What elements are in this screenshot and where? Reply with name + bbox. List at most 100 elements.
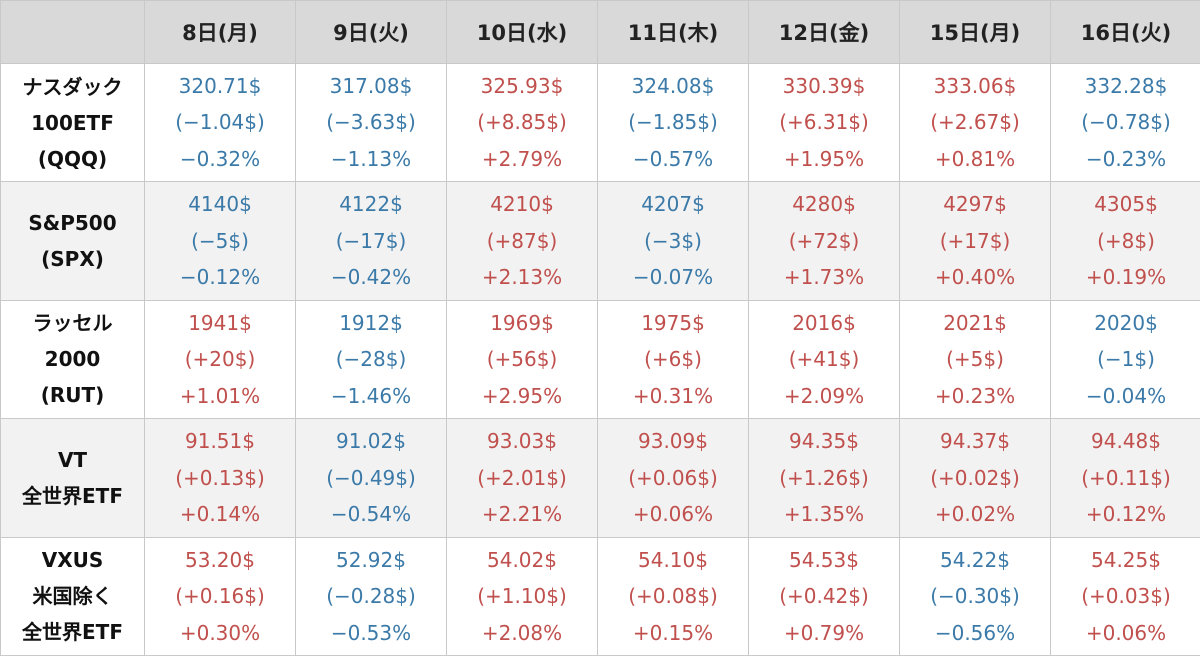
price-cell: 91.51$ (+0.13$) +0.14% [144,418,296,538]
price-value: 54.22$ [940,547,1010,572]
percent-change: +0.15% [632,620,714,645]
price-cell: 4297$ (+17$) +0.40% [899,181,1051,301]
date-header: 10日(水) [446,0,598,64]
change-value: (+6.31$) [779,110,869,135]
price-value: 91.51$ [185,429,255,454]
price-value: 330.39$ [782,73,866,98]
change-value: (+8$) [1097,228,1155,253]
percent-change: +2.13% [481,265,563,290]
price-value: 4207$ [641,192,705,217]
price-cell: 91.02$ (−0.49$) −0.54% [295,418,447,538]
price-cell: 53.20$ (+0.16$) +0.30% [144,536,296,656]
price-cell: 2021$ (+5$) +0.23% [899,299,1051,420]
price-cell: 4305$ (+8$) +0.19% [1050,181,1200,301]
ticker-label-line: 全世界ETF [22,620,123,645]
percent-change: −0.57% [632,146,714,171]
change-value: (−5$) [191,228,249,253]
change-value: (+0.42$) [779,584,869,609]
percent-change: +0.31% [632,383,714,408]
price-cell: 332.28$ (−0.78$) −0.23% [1050,62,1200,183]
ticker-label-line: 米国除く [32,584,113,609]
percent-change: −0.04% [1085,383,1167,408]
price-value: 324.08$ [631,73,715,98]
percent-change: −1.13% [330,146,412,171]
percent-change: −0.42% [330,265,412,290]
percent-change: −0.23% [1085,146,1167,171]
header-row: 8日(月) 9日(火) 10日(水) 11日(木) 12日(金) 15日(月) … [0,0,1200,64]
table-row: ナスダック 100ETF (QQQ) 320.71$ (−1.04$) −0.32% 317… [0,62,1200,183]
price-cell: 1912$ (−28$) −1.46% [295,299,447,420]
change-value: (−0.28$) [326,584,416,609]
percent-change: −0.32% [179,146,261,171]
percent-change: +2.95% [481,383,563,408]
ticker-label-line: (RUT) [40,383,105,408]
change-value: (−0.30$) [930,584,1020,609]
table-row: VT 全世界ETF 91.51$ (+0.13$) +0.14% 91.02$ (−0.49… [0,418,1200,538]
price-cell: 94.37$ (+0.02$) +0.02% [899,418,1051,538]
price-cell: 2016$ (+41$) +2.09% [748,299,900,420]
change-value: (+56$) [486,347,558,372]
price-cell: 4140$ (−5$) −0.12% [144,181,296,301]
table-row: ラッセル 2000 (RUT) 1941$ (+20$) +1.01% 1912$ (−28$… [0,299,1200,420]
change-value: (+41$) [788,347,860,372]
percent-change: −0.07% [632,265,714,290]
change-value: (−0.78$) [1081,110,1171,135]
ticker-label-line: (SPX) [41,247,104,272]
price-cell: 325.93$ (+8.85$) +2.79% [446,62,598,183]
price-cell: 54.10$ (+0.08$) +0.15% [597,536,749,656]
change-value: (+17$) [939,228,1011,253]
price-value: 54.53$ [789,547,859,572]
price-cell: 4207$ (−3$) −0.07% [597,181,749,301]
ticker-label: VT 全世界ETF [0,418,145,538]
change-value: (−1.85$) [628,110,718,135]
percent-change: +0.40% [934,265,1016,290]
price-value: 4297$ [943,192,1007,217]
price-value: 91.02$ [336,429,406,454]
price-cell: 2020$ (−1$) −0.04% [1050,299,1200,420]
price-cell: 52.92$ (−0.28$) −0.53% [295,536,447,656]
change-value: (+0.16$) [175,584,265,609]
percent-change: +1.95% [783,146,865,171]
price-cell: 1975$ (+6$) +0.31% [597,299,749,420]
table-row: S&P500 (SPX) 4140$ (−5$) −0.12% 4122$ (−17$) −0… [0,181,1200,301]
price-value: 317.08$ [329,73,413,98]
price-value: 2020$ [1094,310,1158,335]
price-cell: 94.35$ (+1.26$) +1.35% [748,418,900,538]
date-header: 9日(火) [295,0,447,64]
price-value: 53.20$ [185,547,255,572]
price-cell: 320.71$ (−1.04$) −0.32% [144,62,296,183]
percent-change: +0.12% [1085,502,1167,527]
ticker-label-line: (QQQ) [37,146,108,171]
change-value: (+87$) [486,228,558,253]
price-value: 333.06$ [933,73,1017,98]
date-header: 8日(月) [144,0,296,64]
price-value: 94.48$ [1091,429,1161,454]
table-row: VXUS 米国除く 全世界ETF 53.20$ (+0.16$) +0.30% 52.92$… [0,536,1200,656]
change-value: (+0.11$) [1081,465,1171,490]
change-value: (+1.26$) [779,465,869,490]
price-value: 4122$ [339,192,403,217]
change-value: (−3$) [644,228,702,253]
date-header: 16日(火) [1050,0,1200,64]
change-value: (−0.49$) [326,465,416,490]
percent-change: +0.23% [934,383,1016,408]
percent-change: +0.06% [632,502,714,527]
price-value: 4305$ [1094,192,1158,217]
percent-change: +1.35% [783,502,865,527]
percent-change: +0.30% [179,620,261,645]
change-value: (+1.10$) [477,584,567,609]
price-cell: 94.48$ (+0.11$) +0.12% [1050,418,1200,538]
date-header: 11日(木) [597,0,749,64]
corner-cell [0,0,145,64]
price-cell: 4210$ (+87$) +2.13% [446,181,598,301]
price-value: 1941$ [188,310,252,335]
change-value: (+0.02$) [930,465,1020,490]
price-cell: 54.25$ (+0.03$) +0.06% [1050,536,1200,656]
percent-change: +1.73% [783,265,865,290]
percent-change: −0.12% [179,265,261,290]
change-value: (−1$) [1097,347,1155,372]
percent-change: −0.56% [934,620,1016,645]
price-value: 54.25$ [1091,547,1161,572]
price-value: 1912$ [339,310,403,335]
percent-change: +1.01% [179,383,261,408]
